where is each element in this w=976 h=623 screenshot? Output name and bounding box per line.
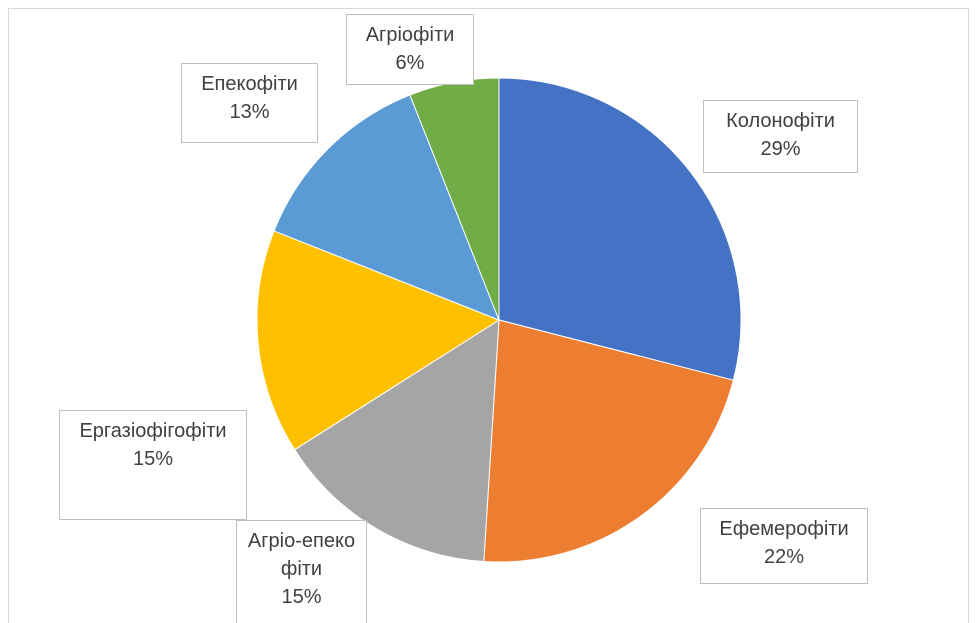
- pie-slice: [498, 77, 742, 381]
- data-label: Агріофіти 6%: [346, 14, 474, 85]
- pie-slice: [256, 230, 501, 451]
- label-value: 15%: [132, 448, 174, 470]
- data-label: Ергазіофігофіти 15%: [59, 410, 247, 520]
- label-category: Епекофіти: [201, 73, 298, 95]
- label-value: 6%: [395, 52, 425, 74]
- label-value: 15%: [281, 586, 322, 608]
- label-category: Ефемерофіти: [719, 518, 849, 540]
- label-value: 29%: [760, 138, 801, 160]
- pie-slice: [483, 319, 735, 563]
- label-category: Ергазіофігофіти: [79, 420, 227, 442]
- label-value: 22%: [763, 546, 805, 568]
- data-label: Колонофіти 29%: [703, 100, 858, 173]
- label-value: 13%: [229, 101, 270, 123]
- pie-slice: [273, 94, 500, 321]
- label-category: Агріофіти: [365, 24, 455, 46]
- label-category: Агріо-епекофіти: [247, 530, 356, 580]
- label-category: Колонофіти: [726, 110, 835, 132]
- data-label: Ефемерофіти 22%: [700, 508, 868, 584]
- chart-frame: [8, 8, 969, 623]
- data-label: Агріо-епекофіти 15%: [236, 520, 367, 623]
- pie-slice: [293, 319, 500, 563]
- data-label: Епекофіти 13%: [181, 63, 318, 143]
